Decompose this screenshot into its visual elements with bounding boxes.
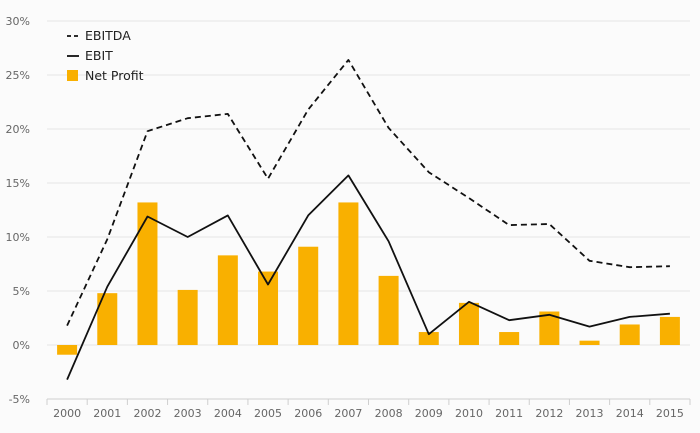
y-tick-label: 20%	[6, 123, 30, 136]
y-tick-label: 10%	[6, 231, 30, 244]
legend: EBITDA EBIT Net Profit	[67, 28, 144, 83]
net-profit-bar	[298, 246, 319, 345]
net-profit-bar	[659, 316, 680, 345]
net-profit-bar	[378, 275, 399, 345]
net-profit-bar	[137, 202, 158, 345]
net-profit-bar	[177, 289, 198, 345]
x-tick-label: 2002	[133, 407, 161, 420]
net-profit-bar	[217, 255, 238, 345]
net-profit-bar	[458, 302, 479, 345]
ebitda-line	[66, 59, 670, 326]
y-tick-label: 25%	[6, 69, 30, 82]
legend-label-net-profit: Net Profit	[85, 68, 144, 83]
net-profit-bar	[619, 324, 640, 345]
net-profit-bars	[57, 202, 680, 355]
net-profit-bar	[579, 340, 600, 345]
x-tick-label: 2014	[616, 407, 644, 420]
x-tick-label: 2011	[495, 407, 523, 420]
x-tick-label: 2007	[334, 407, 362, 420]
y-tick-label: 5%	[13, 285, 30, 298]
legend-swatch-net-profit	[67, 70, 78, 81]
net-profit-bar	[418, 332, 439, 345]
y-tick-label: 0%	[13, 339, 30, 352]
net-profit-bar	[338, 202, 359, 345]
legend-item-ebitda: EBITDA	[67, 28, 131, 43]
x-tick-label: 2009	[415, 407, 443, 420]
net-profit-bar	[499, 332, 520, 345]
x-tick-label: 2001	[93, 407, 121, 420]
x-tick-label: 2000	[53, 407, 81, 420]
legend-item-ebit: EBIT	[67, 48, 113, 63]
ebit-line	[66, 174, 670, 380]
y-tick-label: 15%	[6, 177, 30, 190]
x-tick-label: 2008	[375, 407, 403, 420]
y-tick-label: -5%	[9, 393, 30, 406]
net-profit-bar	[97, 293, 118, 345]
net-profit-bar	[539, 311, 560, 345]
x-tick-label: 2003	[174, 407, 202, 420]
axes: -5% 0% 5% 10% 15% 20% 25% 30% 2000 2001 2002 2003 20…	[6, 15, 691, 420]
legend-label-ebit: EBIT	[85, 48, 113, 63]
line-series	[66, 59, 670, 380]
y-tick-label: 30%	[6, 15, 30, 28]
x-tick-label: 2006	[294, 407, 322, 420]
x-tick-label: 2004	[214, 407, 242, 420]
legend-label-ebitda: EBITDA	[85, 28, 131, 43]
x-tick-label: 2012	[535, 407, 563, 420]
x-tick-label: 2013	[576, 407, 604, 420]
net-profit-bar	[57, 345, 78, 355]
net-profit-bar	[258, 271, 279, 345]
x-tick-label: 2015	[656, 407, 684, 420]
x-tick-label: 2005	[254, 407, 282, 420]
x-tick-label: 2010	[455, 407, 483, 420]
legend-item-net-profit: Net Profit	[67, 68, 144, 83]
